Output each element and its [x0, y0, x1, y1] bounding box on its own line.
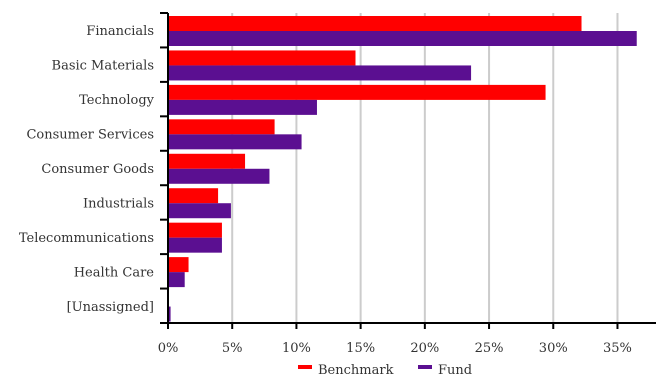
category-label: [Unassigned]: [67, 300, 154, 315]
category-label: Industrials: [83, 196, 154, 211]
bar-benchmark-telecommunications: [168, 222, 222, 238]
bar-benchmark-basic-materials: [168, 50, 356, 66]
bar-fund-industrials: [168, 203, 231, 219]
category-label: Health Care: [74, 265, 155, 280]
x-tick-label: 20%: [410, 341, 439, 356]
legend-label-fund: Fund: [438, 363, 472, 378]
bar-fund-technology: [168, 99, 317, 115]
category-label: Basic Materials: [52, 59, 154, 74]
bar-benchmark-consumer-services: [168, 119, 275, 135]
category-label: Consumer Goods: [41, 162, 154, 177]
legend-label-benchmark: Benchmark: [318, 363, 394, 378]
x-tick-label: 30%: [539, 341, 568, 356]
bar-benchmark-financials: [168, 16, 582, 31]
bar-fund-consumer-goods: [168, 168, 270, 184]
category-label: Financials: [86, 24, 154, 39]
bar-benchmark-industrials: [168, 188, 219, 204]
bars: [168, 16, 637, 322]
bar-fund-basic-materials: [168, 65, 472, 81]
bar-fund-telecommunications: [168, 237, 222, 253]
bar-benchmark-consumer-goods: [168, 153, 246, 169]
bar-fund-unassigned: [168, 306, 171, 322]
bar-benchmark-technology: [168, 84, 546, 100]
x-tick-label: 25%: [475, 341, 504, 356]
bar-fund-health-care: [168, 272, 185, 288]
bar-benchmark-health-care: [168, 257, 189, 273]
legend-swatch-benchmark: [298, 365, 312, 369]
bar-fund-consumer-services: [168, 134, 302, 150]
category-label: Technology: [79, 93, 155, 108]
x-tick-label: 10%: [282, 341, 311, 356]
x-tick-label: 35%: [603, 341, 632, 356]
axes: [160, 12, 656, 329]
legend: Benchmark Fund: [298, 363, 472, 378]
category-label: Consumer Services: [26, 128, 154, 143]
legend-swatch-fund: [418, 365, 432, 369]
x-tick-label: 5%: [222, 341, 243, 356]
category-label: Telecommunications: [19, 231, 154, 246]
x-tick-label: 0%: [158, 341, 179, 356]
bar-fund-financials: [168, 31, 637, 46]
category-labels: Financials Basic Materials Technology Consu…: [19, 24, 155, 315]
x-tick-label: 15%: [346, 341, 375, 356]
x-tick-labels: 0% 5% 10% 15% 20% 25% 30% 35%: [158, 341, 632, 356]
